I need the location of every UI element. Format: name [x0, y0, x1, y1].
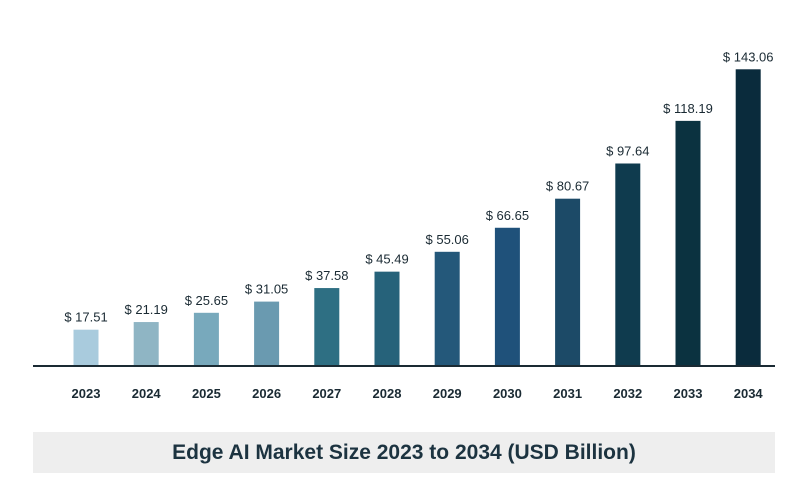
value-label-2028: $ 45.49: [365, 252, 408, 267]
chart-title-bar: Edge AI Market Size 2023 to 2034 (USD Bi…: [33, 432, 775, 473]
x-tick-label-2034: 2034: [734, 386, 764, 401]
x-tick-label-2026: 2026: [252, 386, 281, 401]
bar-2029: [434, 251, 460, 366]
bar-2028: [374, 271, 400, 366]
value-label-2033: $ 118.19: [663, 101, 713, 116]
value-label-2030: $ 66.65: [486, 208, 529, 223]
bar-2033: [675, 120, 701, 367]
x-tick-label-2032: 2032: [613, 386, 642, 401]
x-tick-label-2023: 2023: [72, 386, 101, 401]
bar-2027: [314, 288, 340, 366]
bars-group: [73, 69, 761, 367]
bar-2025: [193, 312, 219, 366]
x-tick-labels-group: 2023 2024 2025 2026 2027 2028 2029 2030 2031 2032…: [72, 386, 764, 401]
value-label-2026: $ 31.05: [245, 282, 288, 297]
x-tick-label-2025: 2025: [192, 386, 221, 401]
x-tick-label-2030: 2030: [493, 386, 522, 401]
x-tick-label-2024: 2024: [132, 386, 162, 401]
bar-2034: [735, 69, 761, 367]
value-label-2027: $ 37.58: [305, 268, 348, 283]
x-tick-label-2027: 2027: [312, 386, 341, 401]
value-label-2032: $ 97.64: [606, 143, 649, 158]
x-tick-label-2033: 2033: [674, 386, 703, 401]
bar-2030: [494, 227, 520, 366]
bar-2024: [133, 322, 159, 366]
value-label-2025: $ 25.65: [185, 293, 228, 308]
bar-2026: [254, 301, 280, 366]
x-tick-label-2029: 2029: [433, 386, 462, 401]
bar-2023: [73, 329, 99, 366]
x-tick-label-2028: 2028: [373, 386, 402, 401]
value-label-2031: $ 80.67: [546, 179, 589, 194]
chart-title: Edge AI Market Size 2023 to 2034 (USD Bi…: [172, 440, 636, 464]
value-label-2034: $ 143.06: [723, 49, 774, 64]
bar-2032: [615, 163, 641, 366]
value-labels-group: $ 17.51 $ 21.19 $ 25.65 $ 31.05 $ 37.58 $ 45.…: [64, 49, 773, 324]
x-tick-label-2031: 2031: [553, 386, 582, 401]
value-label-2029: $ 55.06: [426, 232, 469, 247]
value-label-2024: $ 21.19: [125, 302, 168, 317]
bar-2031: [555, 198, 581, 366]
value-label-2023: $ 17.51: [64, 310, 107, 325]
